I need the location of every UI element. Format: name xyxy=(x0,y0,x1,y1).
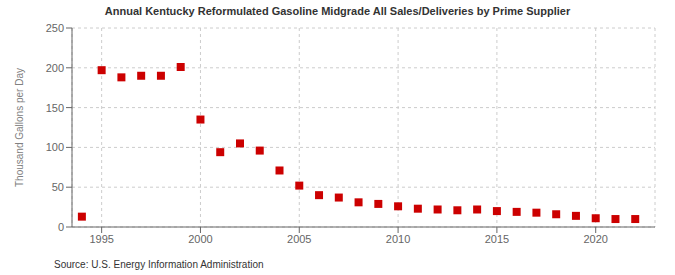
svg-text:150: 150 xyxy=(46,102,64,114)
svg-text:2015: 2015 xyxy=(485,233,509,245)
svg-text:50: 50 xyxy=(52,181,64,193)
svg-text:0: 0 xyxy=(58,221,64,233)
html-text:Annual Kentucky Reformulated G: Annual Kentucky Reformulated Gasoline Mi… xyxy=(104,5,571,17)
svg-text:2010: 2010 xyxy=(386,233,410,245)
html-text:Source: U.S. Energy Informatio: Source: U.S. Energy Information Administ… xyxy=(54,259,264,270)
svg-text:250: 250 xyxy=(46,22,64,34)
svg-text:2005: 2005 xyxy=(287,233,311,245)
svg-text:1995: 1995 xyxy=(89,233,113,245)
svg-text:2000: 2000 xyxy=(188,233,212,245)
svg-text:100: 100 xyxy=(46,141,64,153)
svg-text:200: 200 xyxy=(46,62,64,74)
svg-text:Thousand Gallons per Day: Thousand Gallons per Day xyxy=(14,68,25,187)
svg-text:2020: 2020 xyxy=(583,233,607,245)
